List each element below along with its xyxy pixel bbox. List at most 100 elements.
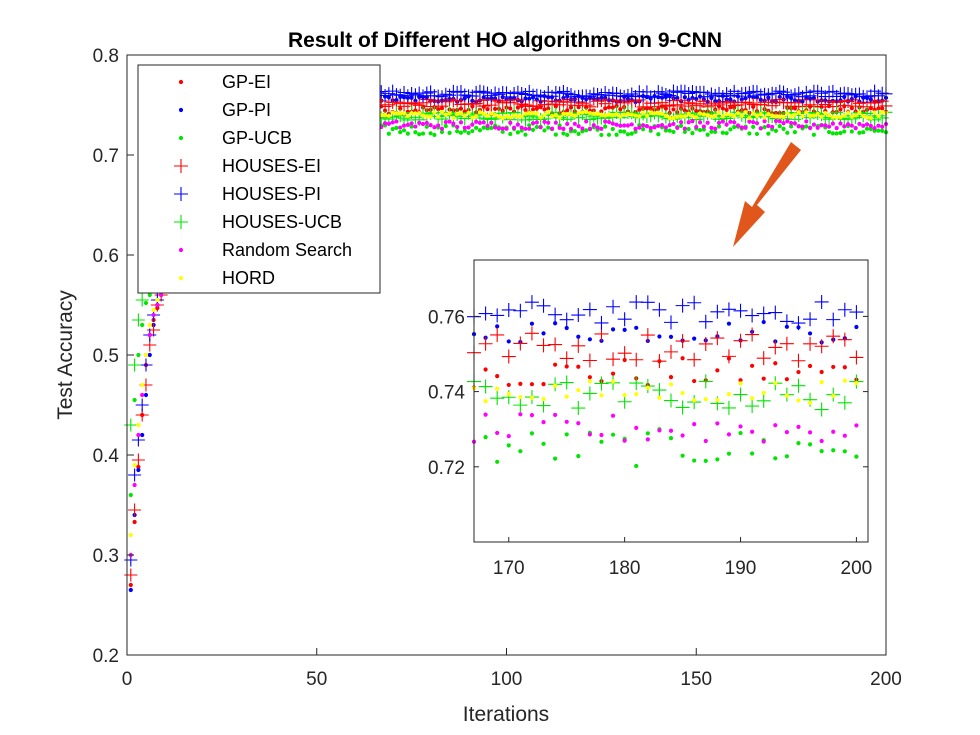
data-point <box>724 107 729 112</box>
inset-data-point <box>784 393 789 398</box>
data-point <box>128 503 142 517</box>
data-point <box>606 112 612 117</box>
data-point <box>747 119 752 124</box>
data-point <box>508 120 513 125</box>
data-point <box>576 131 581 137</box>
data-point <box>565 121 570 126</box>
data-point <box>659 123 665 128</box>
data-point <box>489 111 494 116</box>
data-point <box>648 125 653 131</box>
data-point <box>845 122 851 127</box>
main-plot-area: 0 50 100 150 200 0.2 0.3 0.4 0.5 0.6 0.7 0.8 <box>93 46 902 690</box>
data-point <box>394 125 399 130</box>
inset-data-point <box>680 356 685 361</box>
data-point <box>416 89 430 103</box>
data-point <box>872 110 877 115</box>
data-point <box>713 126 718 131</box>
data-point <box>720 130 725 135</box>
inset-data-point <box>756 393 771 408</box>
inset-data-point <box>495 324 500 329</box>
inset-data-point <box>807 430 813 435</box>
legend-label: GP-UCB <box>222 128 292 148</box>
inset-data-point <box>738 424 743 429</box>
data-point <box>443 123 448 129</box>
x-tick-label: 0 <box>122 669 133 690</box>
inset-data-point <box>768 305 783 320</box>
data-point <box>633 113 638 118</box>
data-point <box>530 127 536 132</box>
inset-data-point <box>796 424 801 430</box>
inset-data-point <box>745 399 760 414</box>
data-point <box>823 123 828 128</box>
inset-data-point <box>784 430 789 435</box>
data-point <box>751 111 756 116</box>
data-point <box>618 129 623 134</box>
data-point <box>838 115 843 120</box>
inset-data-point <box>490 391 505 406</box>
data-point <box>690 131 695 136</box>
data-point <box>606 132 612 137</box>
data-point <box>781 126 786 131</box>
data-point <box>610 113 615 118</box>
data-point <box>432 125 437 130</box>
inset-data-point <box>571 401 586 416</box>
inset-data-point <box>541 441 546 446</box>
inset-x-ticks: 170 180 190 200 <box>493 537 872 579</box>
data-point <box>401 123 407 128</box>
data-point <box>610 121 615 126</box>
data-point <box>557 125 562 130</box>
data-point <box>568 105 574 110</box>
inset-data-point <box>478 306 493 321</box>
data-point <box>682 126 687 131</box>
legend-label: HOUSES-PI <box>222 184 321 204</box>
inset-data-point <box>501 302 516 317</box>
inset-data-point <box>548 337 563 352</box>
inset-data-point <box>506 382 511 388</box>
inset-x-tick-label: 180 <box>609 558 641 579</box>
data-point <box>124 568 138 582</box>
data-point <box>420 131 426 136</box>
data-point <box>599 126 604 131</box>
data-point <box>132 482 137 488</box>
inset-data-point <box>645 431 650 436</box>
x-tick-label: 200 <box>870 669 902 690</box>
legend: GP-EI GP-PI GP-UCB HOUSES-EI HOUSES-PI HOUSES… <box>137 64 381 294</box>
inset-data-point <box>640 295 655 310</box>
data-point <box>143 352 149 358</box>
data-point <box>542 112 547 118</box>
data-point <box>128 587 133 593</box>
legend-marker <box>174 159 188 173</box>
data-point <box>694 115 699 120</box>
data-point <box>857 130 862 135</box>
data-point <box>553 132 558 137</box>
data-point <box>610 126 615 132</box>
data-point <box>614 122 619 127</box>
data-point <box>143 392 149 398</box>
data-point <box>880 128 885 133</box>
data-point <box>773 84 787 98</box>
data-point <box>735 123 741 128</box>
inset-data-point <box>582 386 597 401</box>
data-point <box>595 111 600 116</box>
inset-data-point <box>518 412 523 417</box>
data-point <box>603 124 608 129</box>
data-point <box>766 112 771 117</box>
data-point <box>382 121 388 126</box>
legend-item: HOUSES-UCB <box>174 212 342 232</box>
data-point <box>842 113 847 118</box>
data-point <box>508 131 513 137</box>
data-point <box>128 492 133 498</box>
zoom-arrow-shape <box>733 142 801 247</box>
inset-data-point <box>837 302 852 317</box>
data-point <box>842 124 847 129</box>
inset-data-point <box>490 327 505 342</box>
data-point <box>857 110 862 115</box>
data-point <box>136 352 141 358</box>
data-point <box>671 107 676 112</box>
data-point <box>424 120 429 126</box>
inset-data-point <box>738 378 743 383</box>
legend-marker <box>174 215 188 229</box>
inset-data-point <box>831 448 836 453</box>
data-point <box>523 132 528 137</box>
inset-data-point <box>842 378 847 383</box>
